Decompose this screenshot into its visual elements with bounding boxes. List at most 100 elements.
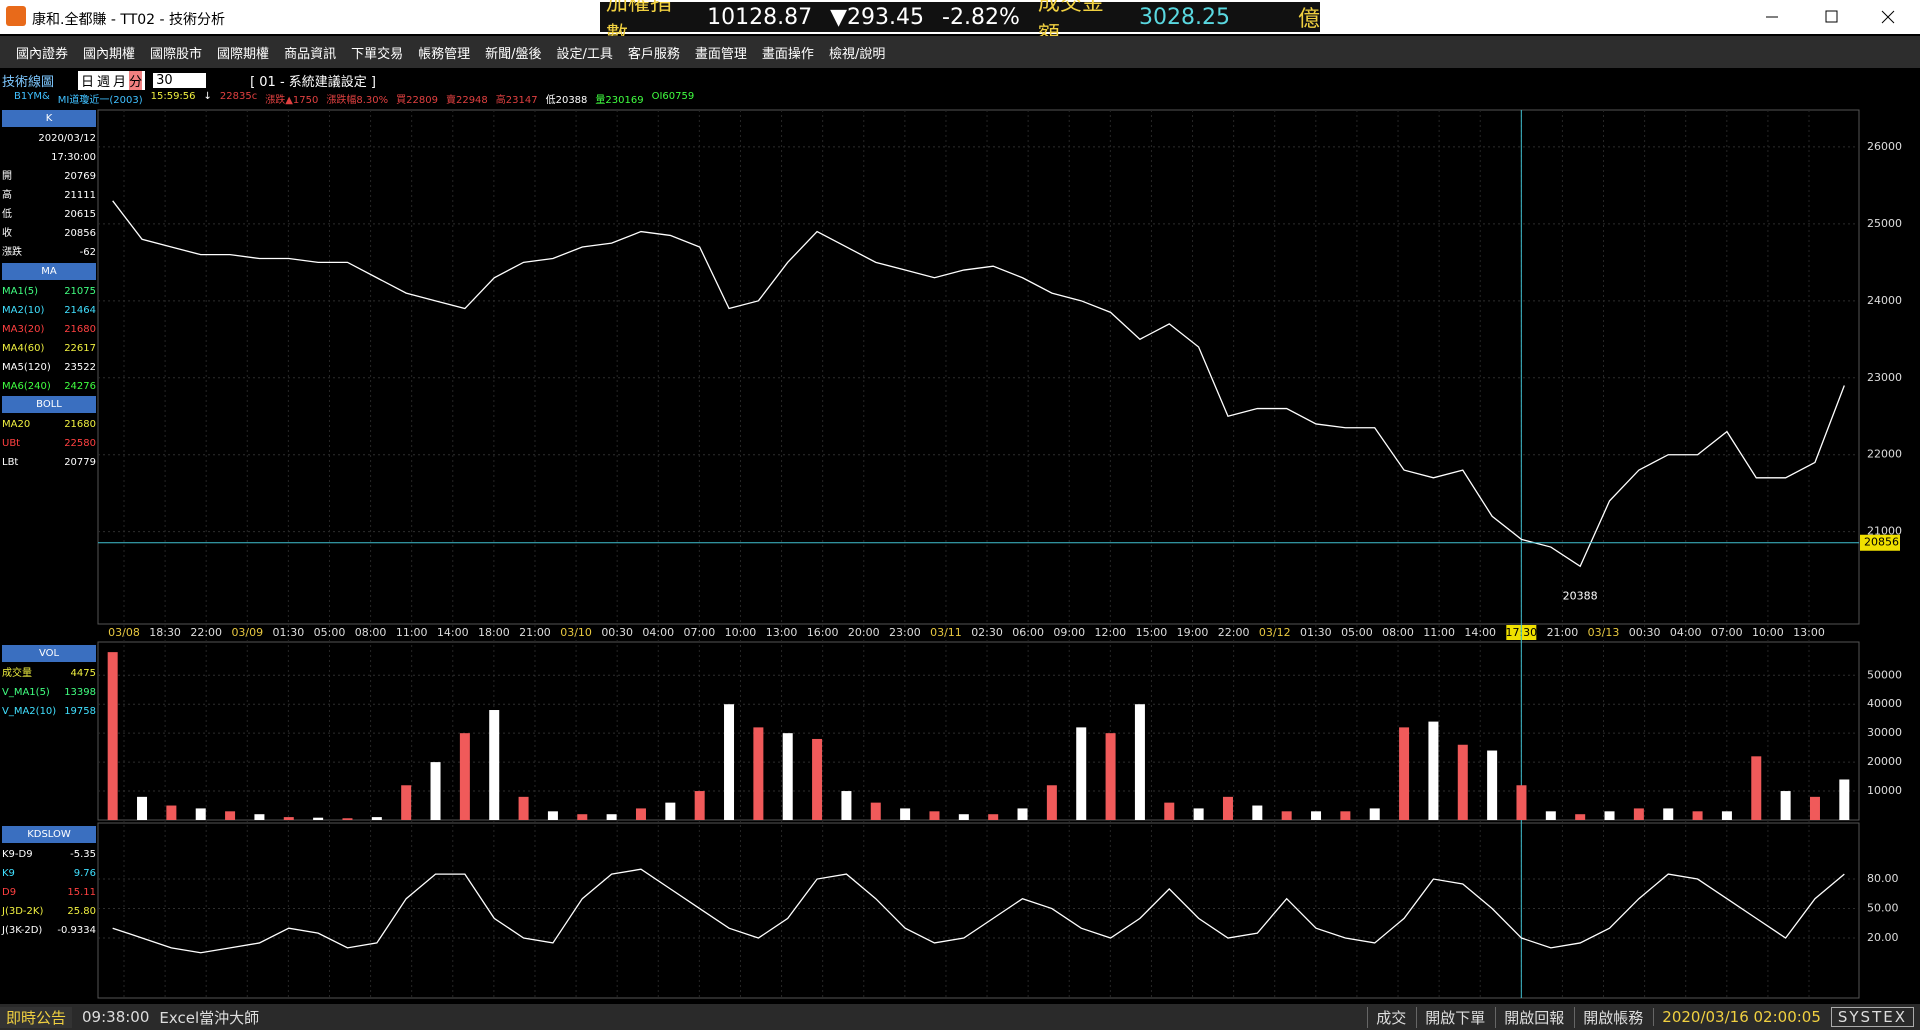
index-value: 10128.87	[707, 4, 813, 30]
status-brand: SYSTEX	[1830, 1007, 1914, 1027]
x-tick-label: 03/10	[560, 626, 592, 639]
volume-bar	[958, 814, 969, 820]
x-tick-label: 19:00	[1177, 626, 1209, 639]
amount-unit: 億	[1297, 7, 1320, 32]
volume-bar	[1751, 756, 1762, 820]
menu-item[interactable]: 設定/工具	[556, 46, 613, 62]
y-tick-label: 21000	[1867, 525, 1902, 538]
volume-bar	[489, 710, 500, 820]
info-item: ↓	[203, 91, 212, 102]
side-row: 2020/03/12	[2, 129, 96, 148]
y-tick-label: 10000	[1867, 784, 1902, 797]
x-tick-label: 10:00	[725, 626, 757, 639]
side-label: MA2(10)	[2, 305, 45, 316]
y-tick-label: 20000	[1867, 755, 1902, 768]
side-label: 開	[2, 171, 12, 182]
menu-item[interactable]: 國內證券	[16, 46, 69, 62]
status-button[interactable]: 成交	[1367, 1006, 1406, 1028]
menu-item[interactable]: 國際期權	[217, 46, 270, 62]
x-tick-label: 07:00	[684, 626, 716, 639]
side-label: K9-D9	[2, 849, 33, 860]
side-row: 低 20615	[2, 205, 96, 224]
side-value: -62	[79, 247, 96, 258]
x-tick-label: 02:30	[971, 626, 1003, 639]
side-value: 22580	[64, 438, 96, 449]
x-tick-label: 03/13	[1588, 626, 1620, 639]
info-item: OI60759	[651, 91, 695, 102]
volume-bar	[195, 808, 206, 820]
volume-bar	[1399, 727, 1410, 820]
menu-item[interactable]: 畫面管理	[694, 46, 747, 62]
menu-item[interactable]: 新聞/盤後	[485, 46, 542, 62]
volume-bar	[1780, 791, 1791, 820]
volume-bar	[782, 733, 793, 820]
side-row: J(3D-2K) 25.80	[2, 902, 96, 921]
x-tick-label: 07:00	[1711, 626, 1743, 639]
volume-bar	[1134, 704, 1145, 820]
window-controls[interactable]	[1740, 0, 1920, 34]
side-panel: VOL 成交量 4475 V_MA1(5) 13398 V_MA2(10) 19758	[2, 645, 96, 721]
period-option[interactable]: 日	[81, 74, 95, 90]
menu-item[interactable]: 國際股市	[150, 46, 203, 62]
side-header: MA	[2, 263, 96, 280]
volume-bar	[342, 818, 353, 820]
menu-item[interactable]: 國內期權	[83, 46, 136, 62]
menu-item[interactable]: 檢視/說明	[828, 46, 886, 62]
side-panel: KDSLOW K9-D9 -5.35 K9 9.76 D9 15.11 J(3D-2K) 25.…	[2, 826, 96, 940]
volume-bar	[1428, 721, 1439, 820]
menu-item[interactable]: 帳務管理	[418, 46, 471, 62]
period-selector[interactable]: 日週月分	[78, 70, 146, 90]
side-label: V_MA1(5)	[2, 687, 50, 698]
x-tick-label: 18:00	[478, 626, 510, 639]
x-tick-label: 14:00	[437, 626, 469, 639]
info-item: MI道瓊近一(2003)	[57, 95, 143, 106]
volume-bar	[1281, 811, 1292, 820]
volume-bar	[1633, 808, 1644, 820]
x-tick-label: 16:00	[807, 626, 839, 639]
y-tick-label: 22000	[1867, 448, 1902, 461]
side-value: 2020/03/12	[38, 133, 96, 144]
period-option[interactable]: 分	[129, 70, 143, 90]
interval-select[interactable]: 30	[153, 72, 207, 88]
side-row: MA3(20) 21680	[2, 320, 96, 339]
info-item: 量230169	[595, 95, 644, 106]
volume-bar	[1193, 808, 1204, 820]
x-tick-label: 05:00	[314, 626, 346, 639]
side-row: MA5(120) 23522	[2, 358, 96, 377]
side-label: MA6(240)	[2, 381, 51, 392]
series-line	[112, 200, 1845, 568]
side-row: K9 9.76	[2, 864, 96, 883]
volume-bar	[1076, 727, 1087, 820]
y-tick-label: 50000	[1867, 668, 1902, 681]
side-panel: MA MA1(5) 21075 MA2(10) 21464 MA3(20) 21680 MA4…	[2, 263, 96, 396]
period-option[interactable]: 月	[113, 74, 127, 90]
side-label: MA20	[2, 419, 31, 430]
info-item: 低20388	[545, 95, 588, 106]
side-label: 低	[2, 209, 12, 220]
volume-bar	[107, 652, 118, 820]
menu-item[interactable]: 下單交易	[351, 46, 404, 62]
menu-item[interactable]: 商品資訊	[284, 46, 337, 62]
side-value: 20769	[64, 171, 96, 182]
side-row: MA2(10) 21464	[2, 301, 96, 320]
x-tick-label: 15:00	[1136, 626, 1168, 639]
side-value: 21464	[64, 305, 96, 316]
status-bar: 即時公告 09:38:00 Excel當沖大師 成交 開啟下單 開啟回報 開啟帳務 2020/…	[0, 1004, 1920, 1030]
side-row: 17:30:00	[2, 148, 96, 167]
status-button[interactable]: 開啟帳務	[1574, 1006, 1643, 1028]
side-value: 20856	[64, 228, 96, 239]
status-button[interactable]: 開啟下單	[1416, 1006, 1485, 1028]
menu-item[interactable]: 客戶服務	[627, 46, 680, 62]
side-value: -5.35	[70, 849, 96, 860]
volume-bar	[635, 808, 646, 820]
info-item: 15:59:56	[150, 91, 196, 102]
period-option[interactable]: 週	[97, 74, 111, 90]
x-tick-label: 03/09	[231, 626, 263, 639]
side-row: MA6(240) 24276	[2, 377, 96, 396]
side-value: 15.11	[67, 887, 96, 898]
status-button[interactable]: 開啟回報	[1495, 1006, 1564, 1028]
side-panel: BOLL MA20 21680 UBt 22580 LBt 20779	[2, 396, 96, 472]
menu-item[interactable]: 畫面操作	[761, 46, 814, 62]
side-value: 9.76	[73, 868, 96, 879]
side-value: 13398	[64, 687, 96, 698]
